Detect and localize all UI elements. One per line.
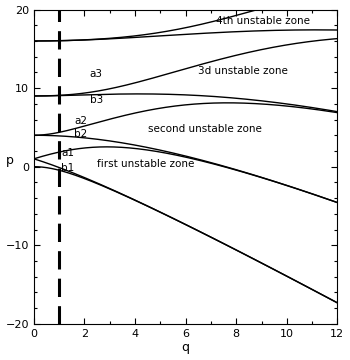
Text: first unstable zone: first unstable zone	[97, 159, 195, 169]
Text: a3: a3	[90, 69, 103, 79]
Text: second unstable zone: second unstable zone	[148, 124, 261, 134]
X-axis label: q: q	[182, 341, 190, 355]
Y-axis label: p: p	[6, 154, 14, 167]
Text: b3: b3	[90, 95, 103, 105]
Text: 3d unstable zone: 3d unstable zone	[198, 66, 288, 76]
Text: a1: a1	[61, 148, 74, 158]
Text: b1: b1	[61, 163, 75, 173]
Text: 4th unstable zone: 4th unstable zone	[216, 16, 310, 26]
Text: b2: b2	[75, 129, 88, 139]
Text: a2: a2	[75, 116, 88, 126]
